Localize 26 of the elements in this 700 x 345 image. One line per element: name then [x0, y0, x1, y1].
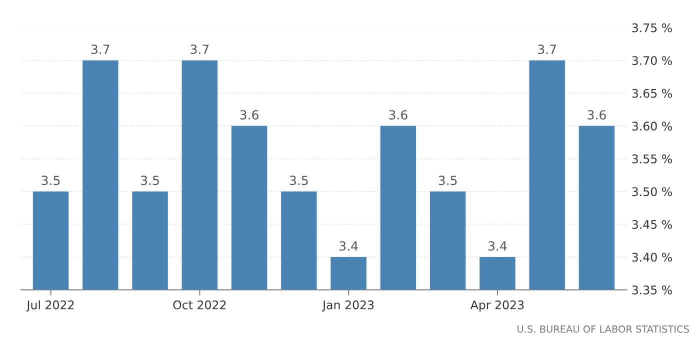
y-tick-label: 3.50 %: [632, 187, 672, 196]
y-tick-label: 3.65 %: [632, 88, 672, 98]
x-tick-label: Oct 2022: [173, 300, 226, 310]
y-tick-label: 3.35 %: [632, 286, 672, 294]
data-label: 3.7: [538, 44, 556, 54]
text: U.S. BUREAU OF LABOR STATISTICS: [518, 325, 689, 333]
y-tick-label: 3.40 %: [632, 252, 672, 262]
x-tick-label: Apr 2023: [470, 300, 524, 312]
data-label: 3.6: [240, 110, 258, 120]
data-label: 3.4: [340, 241, 358, 251]
data-label: 3.5: [438, 176, 457, 186]
data-label: 3.6: [389, 110, 408, 120]
data-label: 3.4: [488, 241, 507, 251]
data-label: 3.5: [141, 176, 159, 186]
data-label: 3.5: [42, 176, 60, 186]
y-tick-label: 3.70 %: [632, 56, 672, 66]
y-tick-label: 3.75 %: [632, 23, 672, 32]
data-label: 3.6: [588, 110, 606, 120]
y-tick-label: 3.55 %: [632, 154, 672, 164]
y-tick-label: 3.60 %: [632, 122, 672, 131]
y-tick-label: 3.45 %: [632, 220, 672, 229]
data-label: 3.5: [290, 176, 308, 186]
x-tick-label: Jan 2023: [322, 300, 374, 312]
x-tick-label: Jul 2022: [26, 300, 74, 312]
data-label: 3.7: [190, 44, 209, 54]
data-label: 3.7: [91, 44, 110, 54]
